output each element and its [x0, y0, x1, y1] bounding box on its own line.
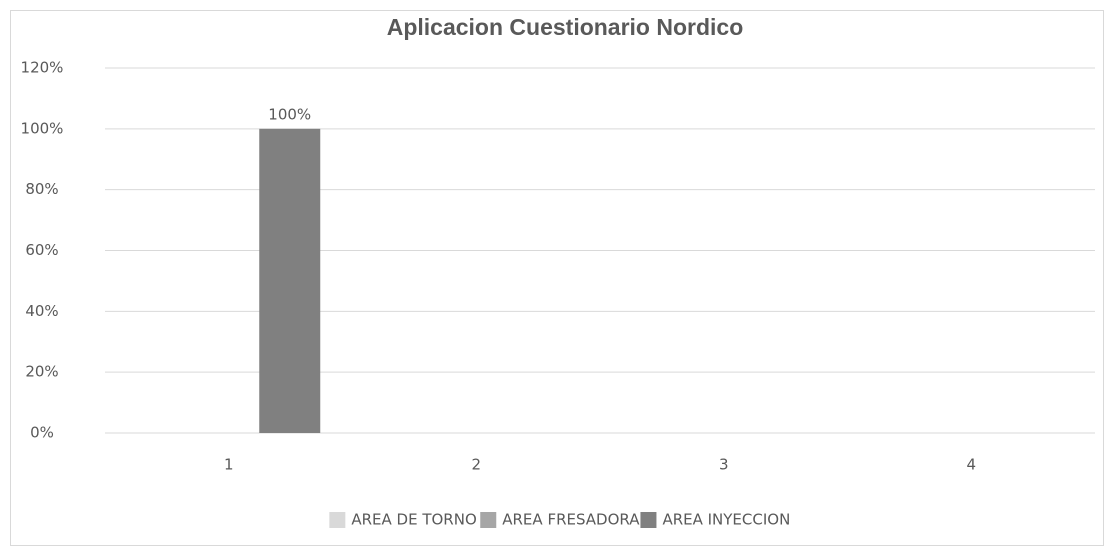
legend-swatch: [480, 512, 497, 528]
x-tick-label: 2: [471, 456, 481, 474]
y-tick-label: 60%: [25, 241, 58, 259]
y-tick-label: 40%: [25, 302, 58, 320]
legend-label: AREA INYECCION: [662, 511, 790, 529]
x-tick-label: 3: [719, 456, 729, 474]
y-tick-label: 100%: [21, 119, 64, 137]
legend-swatch: [640, 512, 657, 528]
chart-title: Aplicacion Cuestionario Nordico: [387, 14, 744, 40]
y-tick-label: 120%: [21, 59, 64, 77]
y-tick-label: 80%: [25, 180, 58, 198]
x-tick-label: 4: [966, 456, 976, 474]
legend-label: AREA DE TORNO: [351, 511, 476, 529]
legend-swatch: [329, 512, 346, 528]
y-tick-label: 0%: [30, 424, 54, 442]
chart-border: [10, 10, 1104, 546]
y-tick-label: 20%: [25, 363, 58, 381]
data-label: 100%: [268, 105, 311, 123]
x-tick-label: 1: [224, 456, 234, 474]
bar: [259, 128, 321, 434]
legend-label: AREA FRESADORA: [502, 511, 640, 529]
